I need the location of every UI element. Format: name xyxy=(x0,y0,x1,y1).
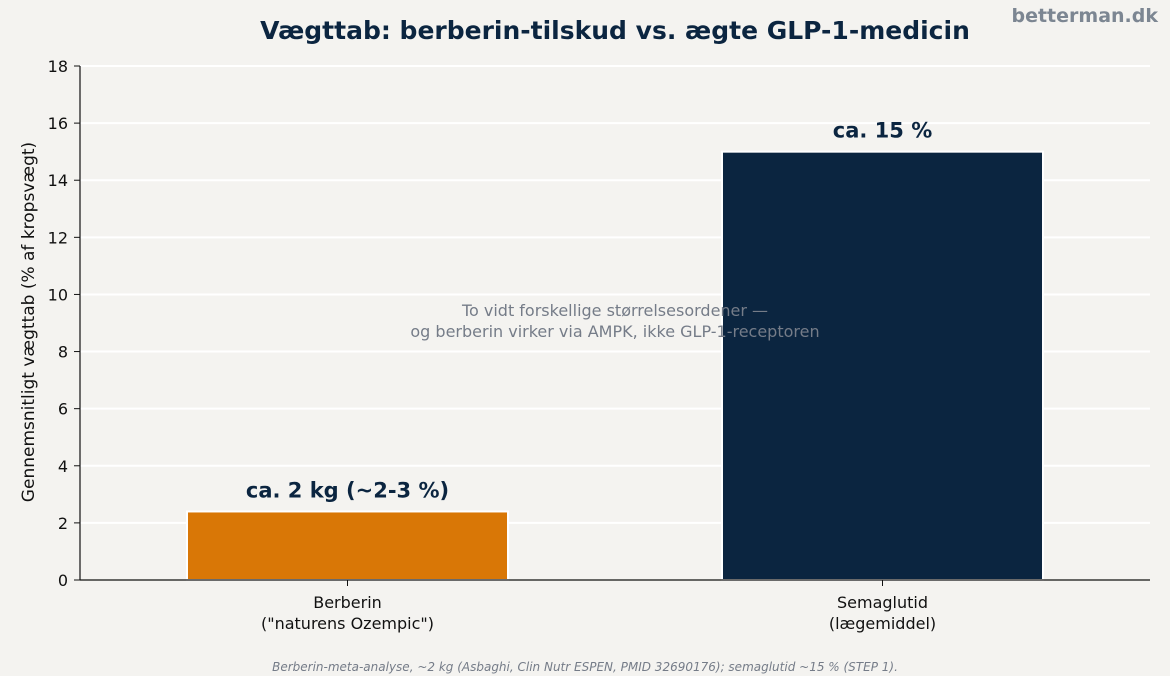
axes: 0 2 4 6 8 10 12 14 16 18 Berberin ("naturens Ozempi… xyxy=(48,57,1150,633)
y-tick-label: 2 xyxy=(58,514,68,533)
bar xyxy=(721,150,1044,582)
y-tick-label: 10 xyxy=(48,285,68,304)
bar-data-label: ca. 2 kg (~2-3 %) xyxy=(246,478,449,502)
y-tick-label: 6 xyxy=(58,400,68,419)
annotation-line-2: og berberin virker via AMPK, ikke GLP-1-… xyxy=(410,322,819,341)
bars: ca. 2 kg (~2-3 %) ca. 15 % xyxy=(186,119,1044,582)
source-footnote: Berberin-meta-analyse, ~2 kg (Asbaghi, C… xyxy=(272,660,898,674)
y-tick-label: 16 xyxy=(48,114,68,133)
annotation-line-1: To vidt forskellige størrelsesordener — xyxy=(461,301,768,320)
x-tick-label: Berberin xyxy=(313,593,382,612)
y-tick-label: 0 xyxy=(58,571,68,590)
y-tick-label: 12 xyxy=(48,228,68,247)
x-tick-label: (lægemiddel) xyxy=(829,614,936,633)
x-tick-label: ("naturens Ozempic") xyxy=(261,614,434,633)
y-tick-label: 8 xyxy=(58,343,68,362)
bar xyxy=(186,510,509,582)
y-tick-label: 14 xyxy=(48,171,68,190)
chart-title: Vægttab: berberin-tilskud vs. ægte GLP-1… xyxy=(260,16,970,45)
bar-data-label: ca. 15 % xyxy=(833,119,932,143)
brand-watermark: betterman.dk xyxy=(1011,5,1158,27)
x-tick-label: Semaglutid xyxy=(837,593,928,612)
y-tick-label: 18 xyxy=(48,57,68,76)
y-axis-label: Gennemsnitligt vægttab (% af kropsvægt) xyxy=(19,142,39,502)
y-tick-label: 4 xyxy=(58,457,68,476)
